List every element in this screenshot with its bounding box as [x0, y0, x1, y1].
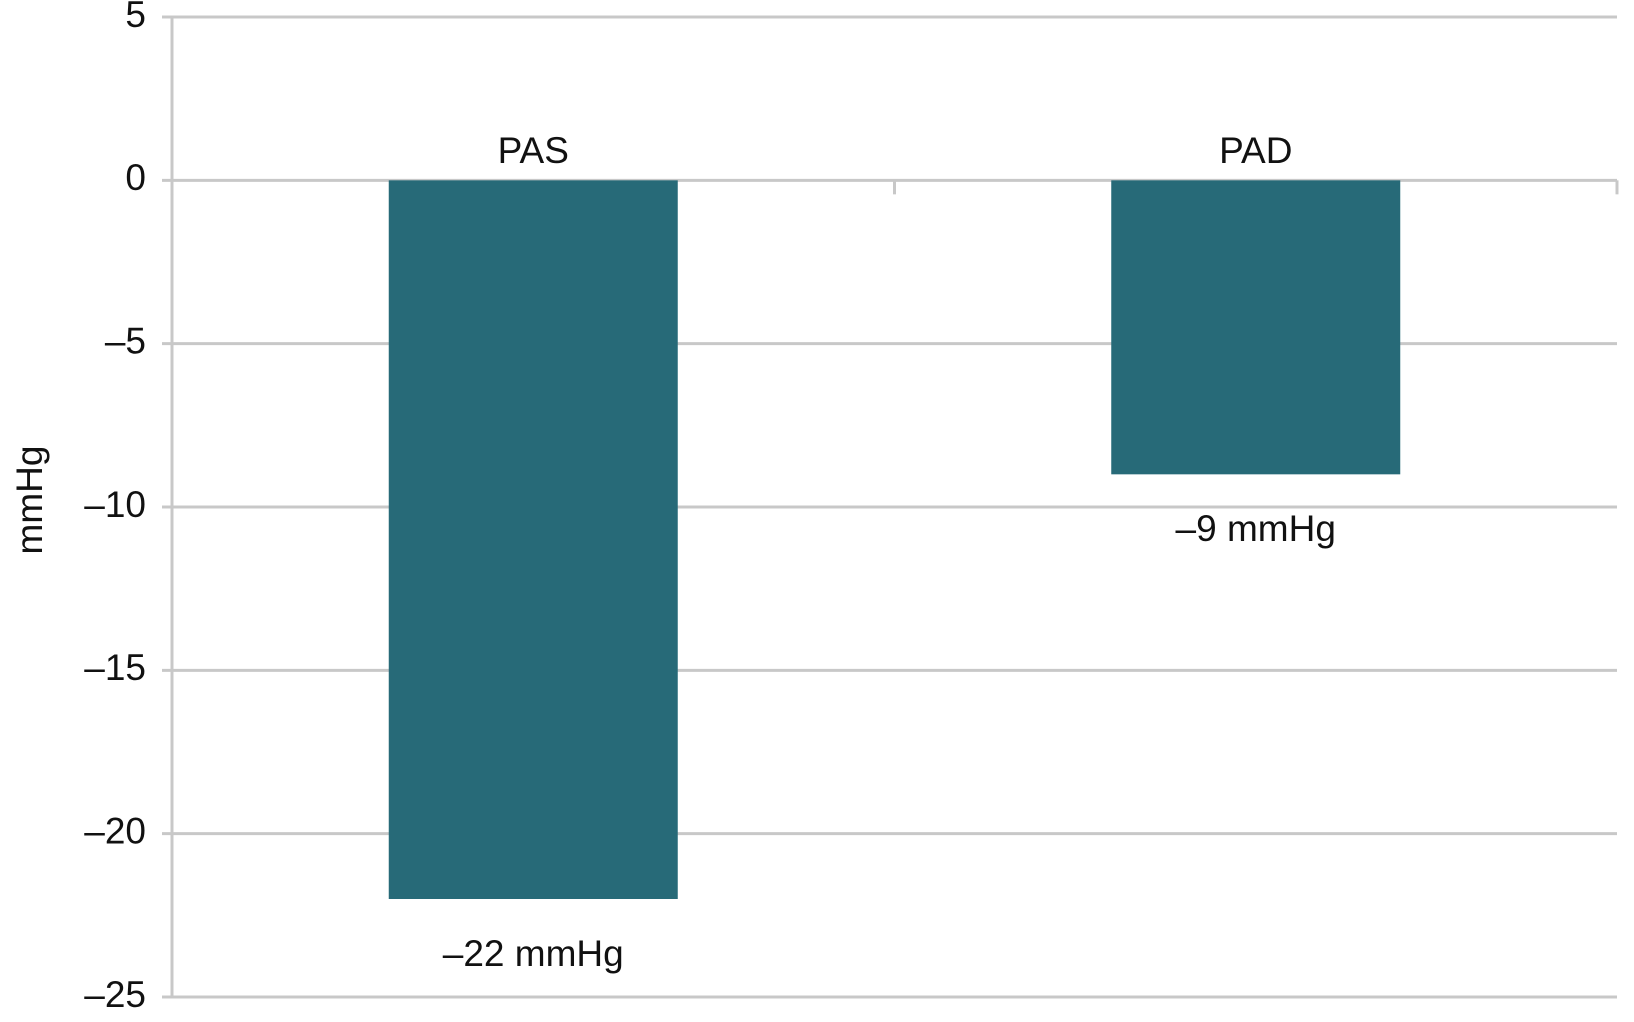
category-label: PAS [498, 130, 569, 171]
y-tick-label: –15 [84, 647, 146, 688]
bar [1111, 180, 1401, 475]
y-tick-label: –10 [84, 484, 146, 525]
y-tick-label: 0 [125, 157, 146, 198]
y-tick-label: 5 [125, 0, 146, 35]
value-label: –9 mmHg [1176, 508, 1336, 549]
category-label: PAD [1219, 130, 1292, 171]
y-axis-label: mmHg [9, 446, 50, 555]
y-tick-label: –20 [84, 810, 146, 851]
bar [388, 180, 678, 900]
y-tick-label: –5 [105, 320, 146, 361]
value-label: –22 mmHg [443, 933, 624, 974]
y-tick-label: –25 [84, 974, 146, 1015]
